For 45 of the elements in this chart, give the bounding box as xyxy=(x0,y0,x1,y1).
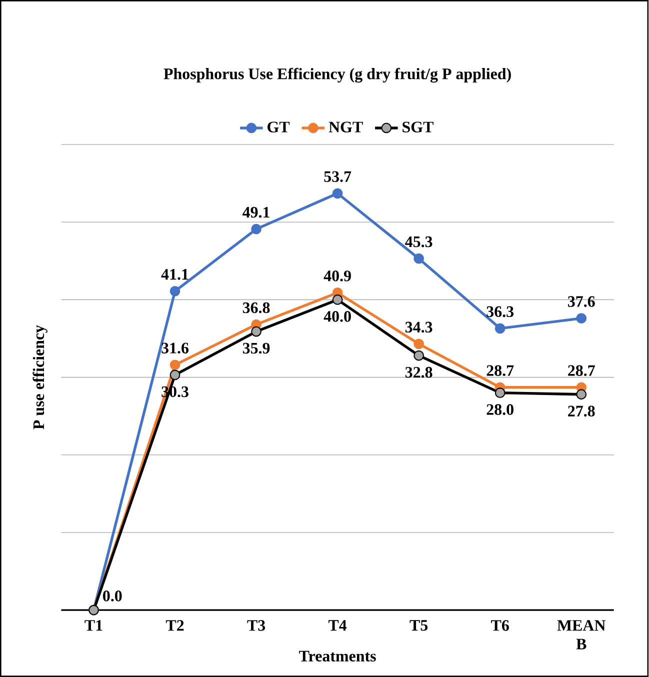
point xyxy=(576,389,587,400)
x-tick-label: T4 xyxy=(328,620,347,631)
data-label: 37.6 xyxy=(568,296,596,307)
data-label: 41.1 xyxy=(161,269,188,280)
x-tick-label: T2 xyxy=(166,620,184,631)
data-label: 36.3 xyxy=(486,306,514,318)
point xyxy=(414,350,424,361)
data-label: 35.9 xyxy=(243,342,270,354)
point xyxy=(576,313,587,324)
data-label: 49.1 xyxy=(242,206,270,218)
point xyxy=(495,388,506,398)
x-tick-label: T1 xyxy=(84,620,102,631)
legend-label: SGT xyxy=(402,122,434,132)
point xyxy=(495,323,506,334)
y-axis-title: P use efficiency xyxy=(32,325,48,430)
point xyxy=(170,360,180,370)
data-label: 32.8 xyxy=(406,366,432,378)
data-label: 31.6 xyxy=(162,342,189,354)
chart-title: Phosphorus Use Efficiency (g dry fruit/g P applied) xyxy=(164,68,512,83)
point xyxy=(414,338,424,350)
data-label: 45.3 xyxy=(405,236,432,248)
point xyxy=(414,253,424,264)
data-label: 28.0 xyxy=(486,404,514,416)
legend-label: GT xyxy=(268,122,290,132)
data-label: 0.0 xyxy=(103,590,122,602)
point xyxy=(170,286,180,296)
data-label: 40.0 xyxy=(324,311,352,322)
point xyxy=(332,188,343,199)
data-label: 27.8 xyxy=(568,406,595,417)
data-label: 53.7 xyxy=(324,171,352,182)
legend-label: NGT xyxy=(329,122,364,132)
point xyxy=(332,294,343,305)
x-tick-label: T5 xyxy=(410,620,428,631)
data-label: 28.7 xyxy=(568,365,596,376)
x-tick-label: MEAN B xyxy=(557,620,606,650)
point xyxy=(251,326,262,337)
point xyxy=(170,370,180,380)
data-label: 28.7 xyxy=(486,365,514,376)
x-tick-label: T3 xyxy=(247,620,266,631)
point xyxy=(251,224,262,234)
data-label: 40.9 xyxy=(324,270,352,282)
x-tick-label: T6 xyxy=(491,620,510,631)
x-axis-title: Treatments xyxy=(299,650,376,662)
data-label: 34.3 xyxy=(406,322,432,333)
data-label: 36.8 xyxy=(243,302,270,314)
